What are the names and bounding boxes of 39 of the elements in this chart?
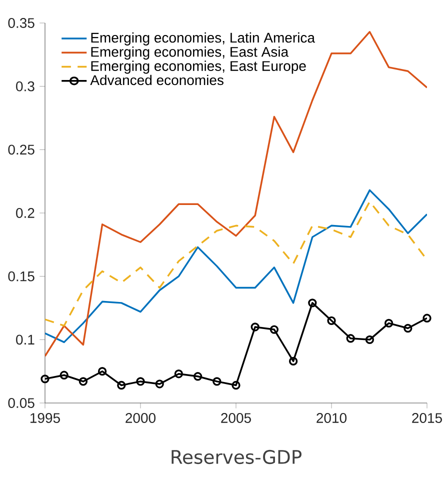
point xyxy=(193,372,202,381)
point xyxy=(212,377,222,386)
point xyxy=(404,324,412,333)
y-tick-label: 0.1 xyxy=(16,334,34,345)
point xyxy=(384,318,394,328)
legend-label: Emerging economies, East Asia xyxy=(91,46,289,60)
line-series xyxy=(45,200,428,327)
legend-label: Emerging economies, Latin America xyxy=(91,32,315,46)
point xyxy=(270,325,279,334)
text: Reserves-GDP xyxy=(172,450,302,464)
line-series xyxy=(45,30,428,357)
point xyxy=(60,370,68,380)
point xyxy=(308,298,317,308)
y-tick-label: 0.15 xyxy=(8,271,34,282)
point xyxy=(250,322,260,332)
legend-label: Advanced economies xyxy=(90,74,224,86)
point xyxy=(346,334,355,343)
line-series xyxy=(45,189,428,344)
y-tick-label: 0.2 xyxy=(16,208,34,218)
x-tick-label: 2005 xyxy=(221,413,251,423)
legend-label: Emerging economies, East Europe xyxy=(91,60,306,74)
point xyxy=(136,377,145,386)
point xyxy=(117,380,126,390)
point xyxy=(232,380,240,390)
point xyxy=(78,377,88,386)
x-tick-label: 1995 xyxy=(30,413,60,423)
point xyxy=(327,316,336,325)
point xyxy=(174,370,184,378)
x-tick-label: 2000 xyxy=(126,413,156,423)
point xyxy=(98,366,107,376)
y-tick-label: 0.35 xyxy=(8,18,34,28)
x-tick-label: 2010 xyxy=(316,413,347,423)
point xyxy=(288,356,298,366)
y-tick-label: 0.3 xyxy=(16,81,34,92)
y-tick-label: 0.05 xyxy=(8,398,34,408)
x-tick-label: 2015 xyxy=(412,413,442,423)
point xyxy=(155,380,164,388)
y-tick-label: 0.25 xyxy=(8,144,34,155)
point xyxy=(365,335,374,344)
